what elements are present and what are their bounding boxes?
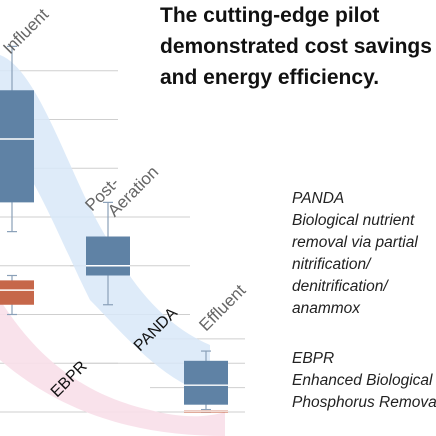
headline-line: and energy efficiency.	[160, 66, 380, 89]
stage-label-line: Effluent	[195, 281, 249, 335]
note-line: Phosphorus Removal	[292, 394, 436, 411]
note-line: removal via partial	[292, 234, 418, 251]
headline-line: The cutting-edge pilot	[160, 4, 380, 27]
box-plot	[184, 408, 228, 413]
note-title: PANDA	[292, 190, 345, 207]
box-plot	[86, 201, 130, 306]
box-body	[0, 280, 34, 305]
note-line: denitrification/	[292, 278, 388, 295]
box-plot	[0, 45, 34, 233]
note-line: Enhanced Biological	[292, 372, 433, 389]
stage-label: Effluent	[195, 281, 249, 335]
box-plot	[184, 350, 228, 413]
note-line: Biological nutrient	[292, 212, 415, 229]
box-body	[184, 360, 228, 405]
box-plot	[0, 274, 34, 316]
note-line: anammox	[292, 300, 361, 317]
box-body	[0, 90, 34, 203]
headline: The cutting-edge pilot demonstrated cost…	[160, 0, 436, 93]
note-title: EBPR	[292, 350, 335, 367]
box-body	[86, 236, 130, 276]
panda-note: PANDA Biological nutrient removal via pa…	[292, 188, 418, 320]
panda-flow-band	[0, 55, 210, 395]
headline-line: demonstrated cost savings	[160, 35, 432, 58]
ebpr-flow-band	[0, 300, 225, 436]
ebpr-note: EBPR Enhanced Biological Phosphorus Remo…	[292, 348, 436, 414]
stage-label-line: Influent	[0, 5, 52, 58]
stage-label: Influent	[0, 5, 52, 58]
note-line: nitrification/	[292, 256, 371, 273]
